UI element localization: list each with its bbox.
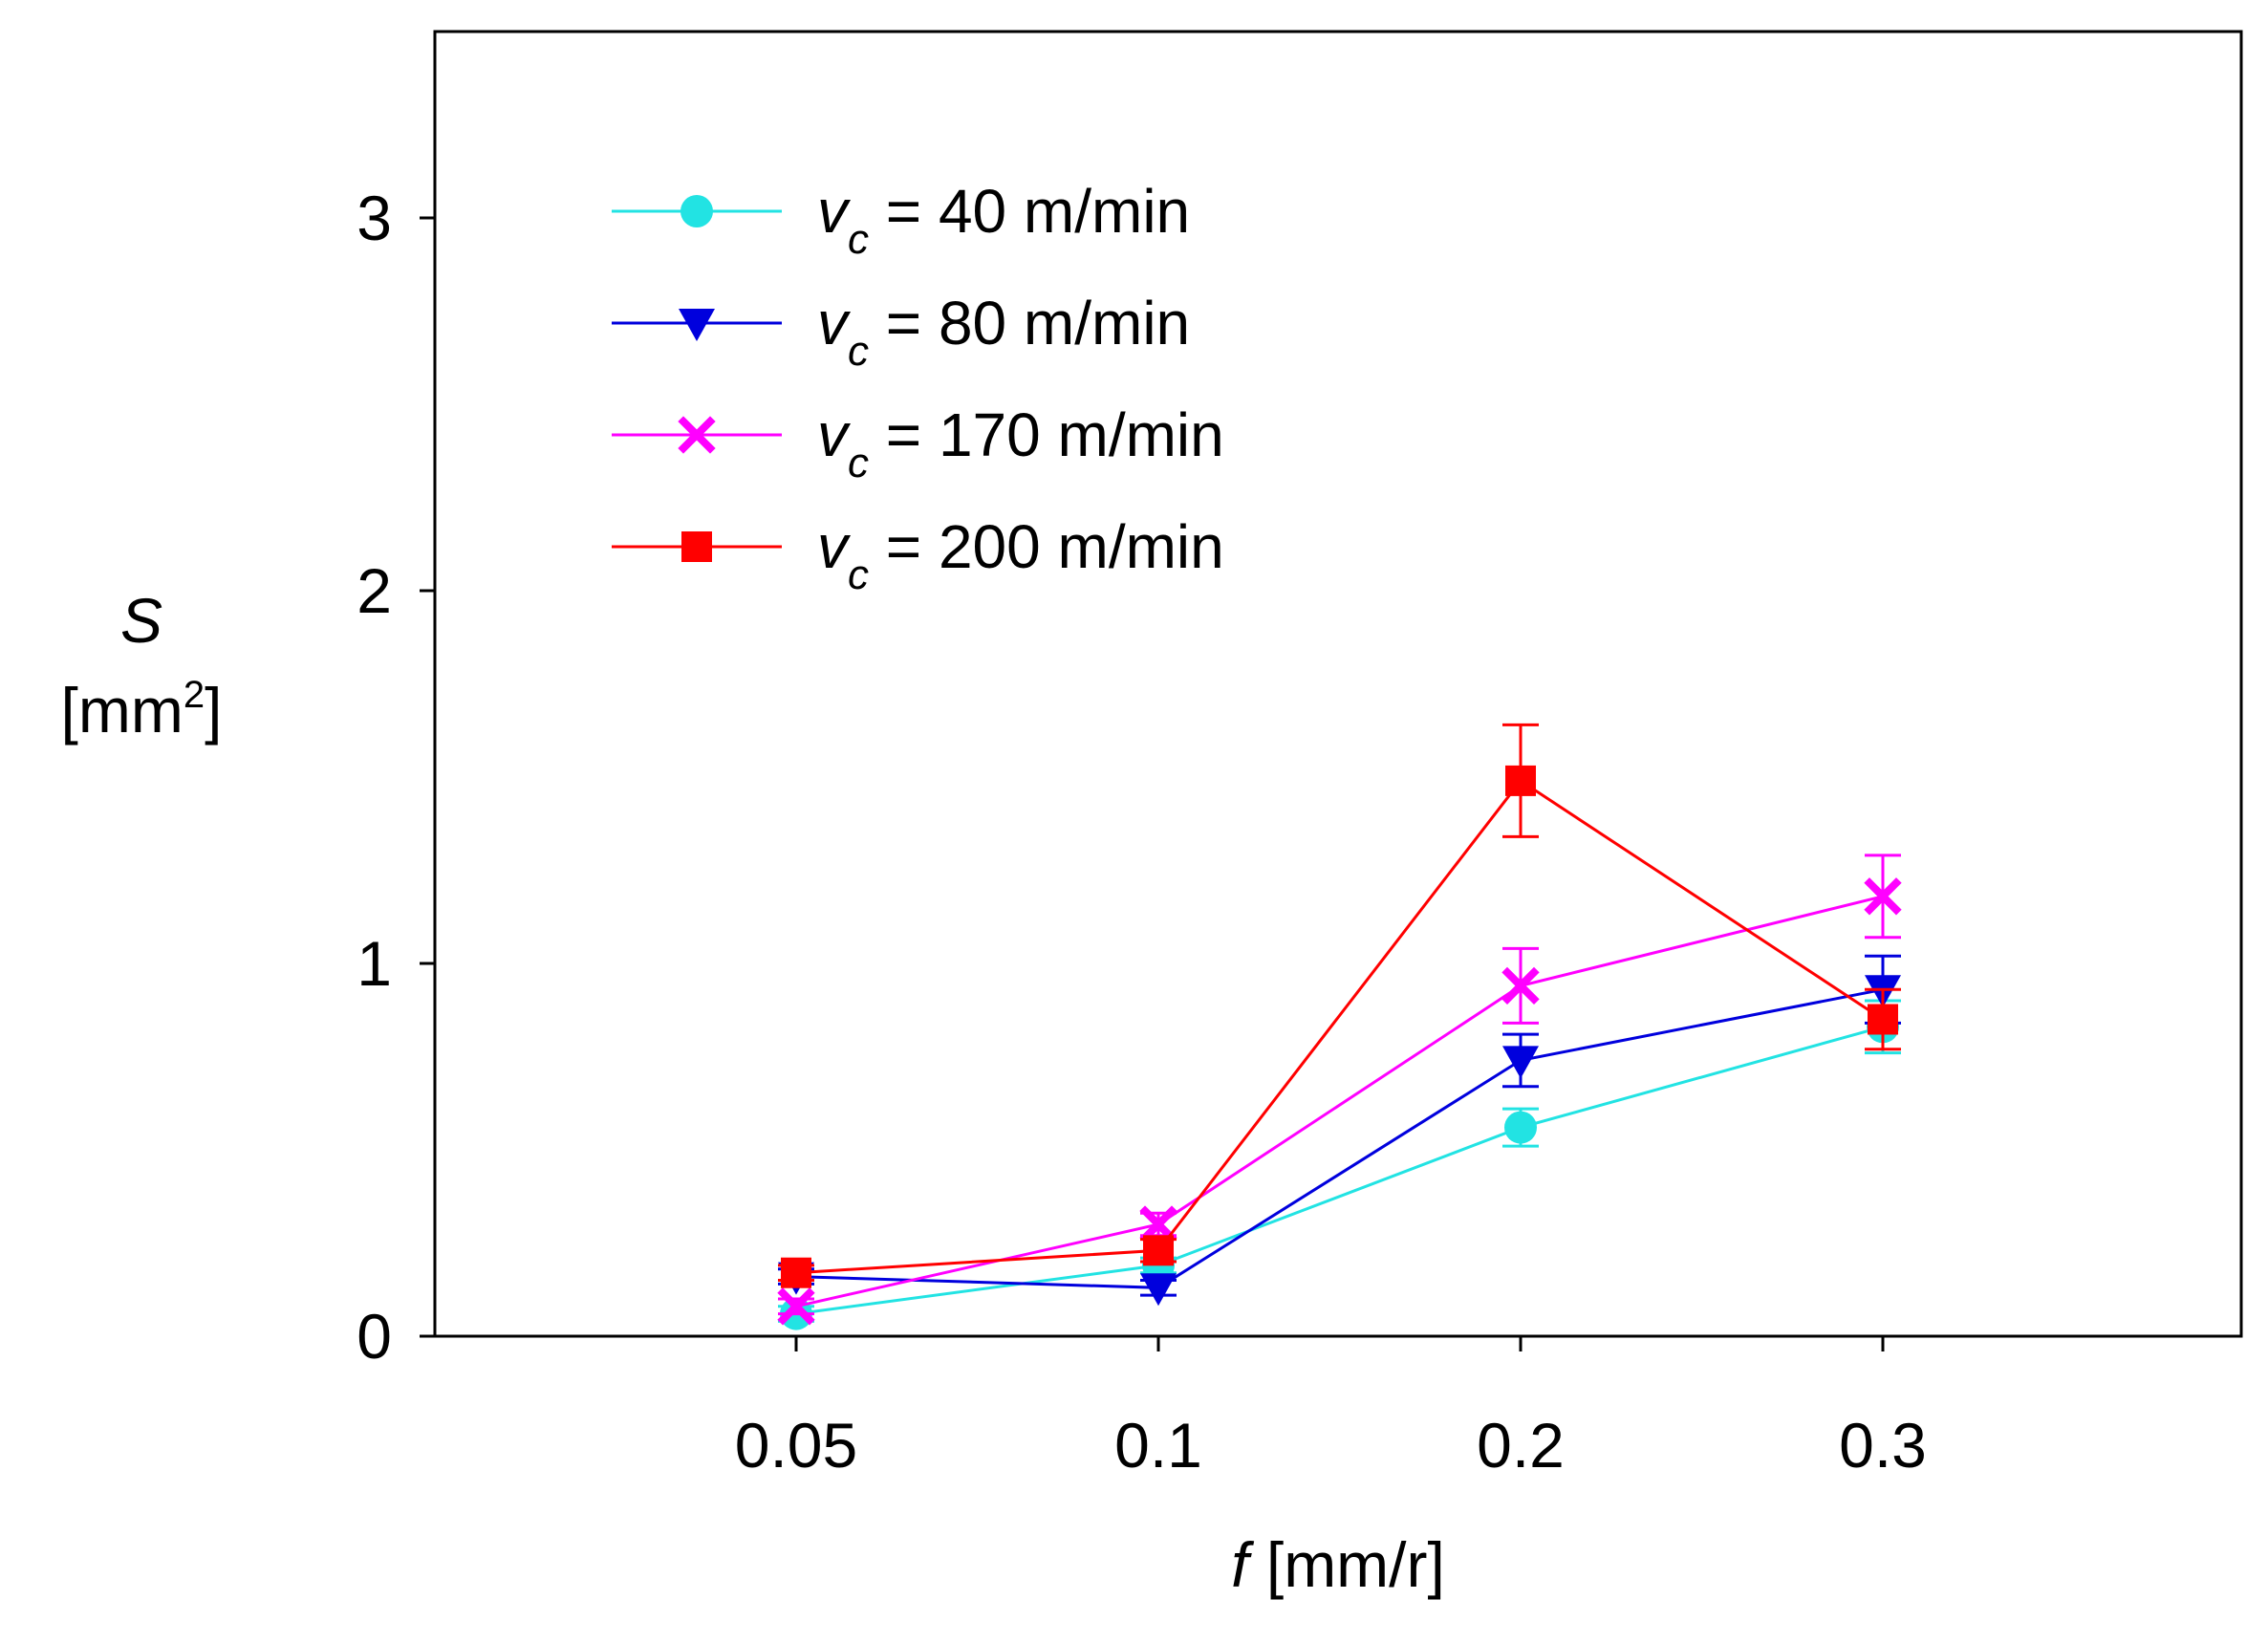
series-1-line	[795, 987, 1884, 1289]
series-2-point-2	[1501, 966, 1540, 1005]
series-1-point-1	[1140, 1273, 1177, 1307]
series-layer	[777, 723, 1902, 1330]
series-2	[777, 854, 1902, 1326]
y-axis-unit-close: ]	[205, 675, 222, 746]
series-2-point-0-stroke-b	[777, 1287, 815, 1326]
series-0-line	[795, 1025, 1884, 1316]
series-3-point-1	[1143, 1235, 1174, 1266]
legend-item-2-var: v	[817, 400, 852, 469]
y-axis-unit: [mm2]	[61, 674, 223, 746]
y-axis-unit-sup: 2	[184, 674, 205, 716]
legend-item-0-label: vc = 40 m/min	[817, 177, 1190, 263]
x-axis-unit-space	[1249, 1529, 1266, 1600]
series-2-point-0	[777, 1287, 815, 1326]
y-axis-unit-base: [mm	[61, 675, 184, 746]
legend-item-2-sub: c	[848, 440, 869, 486]
series-2-line	[795, 895, 1884, 1308]
legend-item-0: vc = 40 m/min	[612, 177, 1190, 263]
legend-item-2-rest: = 170 m/min	[869, 400, 1224, 469]
legend-item-0-sub: c	[848, 216, 869, 263]
x-axis-title: f [mm/r]	[1231, 1529, 1445, 1600]
y-tick-label-3: 3	[356, 183, 392, 253]
x-tick-label-1: 0.1	[1114, 1410, 1202, 1481]
legend-item-3-marker	[681, 531, 712, 562]
legend-item-1-var: v	[817, 289, 852, 357]
legend-item-3-sub: c	[848, 551, 869, 598]
y-tick-label-1: 1	[356, 928, 392, 999]
legend-item-2: vc = 170 m/min	[612, 400, 1224, 486]
y-axis-variable: S	[120, 585, 162, 656]
legend-item-0-marker	[680, 195, 713, 227]
legend-item-3-rest: = 200 m/min	[869, 512, 1224, 581]
legend-item-1-sub: c	[848, 328, 869, 375]
legend-item-1: vc = 80 m/min	[612, 289, 1190, 375]
series-2-point-1	[1139, 1205, 1177, 1243]
series-2-point-2-stroke-b	[1501, 966, 1540, 1005]
x-tick-label-3: 0.3	[1839, 1410, 1927, 1481]
series-2-point-3-stroke-b	[1864, 877, 1902, 916]
legend-item-3: vc = 200 m/min	[612, 512, 1224, 598]
series-3-point-2	[1505, 765, 1536, 796]
legend-item-3-var: v	[817, 512, 852, 581]
y-axis-ticks: 0 1 2 3	[356, 183, 435, 1372]
legend-item-1-label: vc = 80 m/min	[817, 289, 1190, 375]
legend-item-2-marker-stroke-b	[678, 416, 716, 454]
legend-item-2-marker	[678, 416, 716, 454]
x-axis-ticks: 0.05 0.1 0.2 0.3	[735, 1336, 1927, 1481]
series-1	[778, 954, 1901, 1307]
legend-item-0-var: v	[817, 177, 852, 246]
series-2-point-1-stroke-b	[1139, 1205, 1177, 1243]
series-3-point-0	[781, 1257, 811, 1288]
x-axis-unit: [mm/r]	[1266, 1529, 1445, 1600]
x-tick-label-0: 0.05	[735, 1410, 857, 1481]
series-3-point-3	[1868, 1004, 1898, 1035]
series-1-point-2	[1502, 1046, 1539, 1079]
legend-item-2-label: vc = 170 m/min	[817, 400, 1224, 486]
y-tick-label-2: 2	[356, 555, 392, 626]
series-0-point-2	[1504, 1111, 1537, 1144]
legend-item-0-rest: = 40 m/min	[869, 177, 1190, 246]
series-2-point-3	[1864, 877, 1902, 916]
series-3	[778, 723, 1901, 1288]
plot-area-frame	[433, 30, 2243, 1338]
y-tick-label-0: 0	[356, 1301, 392, 1372]
legend-item-1-marker	[679, 309, 715, 341]
legend-item-1-rest: = 80 m/min	[869, 289, 1190, 357]
x-tick-label-2: 0.2	[1477, 1410, 1565, 1481]
legend-item-3-label: vc = 200 m/min	[817, 512, 1224, 598]
series-3-line	[795, 778, 1884, 1275]
